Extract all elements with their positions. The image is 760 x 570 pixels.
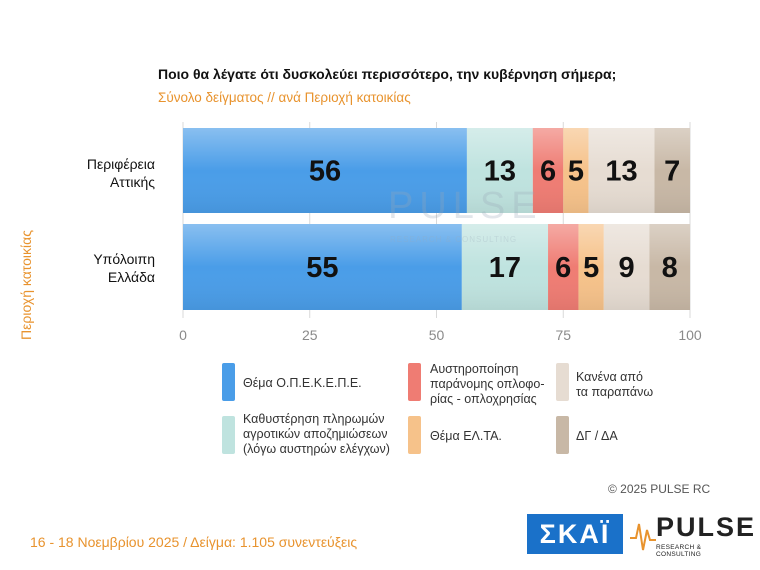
bar-value-label: 5 xyxy=(568,156,584,188)
legend-swatch xyxy=(408,363,421,401)
chart-title: Ποιο θα λέγατε ότι δυσκολεύει περισσότερ… xyxy=(158,66,617,82)
bar-segment-shade xyxy=(578,224,604,310)
skai-logo: ΣΚΑΪ xyxy=(527,514,623,554)
pulse-logo: PULSE RESEARCH & CONSULTING xyxy=(630,512,754,558)
legend-label: Κανένα από τα παραπάνω xyxy=(576,370,654,399)
bar-segment-shade xyxy=(588,128,655,213)
x-tick-label: 25 xyxy=(302,327,318,343)
pulse-logo-text: PULSE xyxy=(656,512,757,542)
legend-swatch xyxy=(222,416,235,454)
pulse-logo-subtext: RESEARCH & CONSULTING xyxy=(656,544,702,558)
bar-value-label: 8 xyxy=(662,252,678,284)
x-tick-label: 50 xyxy=(429,327,445,343)
category-label-rest-of-greece: Υπόλοιπη Ελλάδα xyxy=(93,251,155,285)
bar-value-label: 7 xyxy=(664,156,680,188)
bar-segment-shade xyxy=(548,224,579,310)
bar-segment-shade xyxy=(183,128,467,213)
bar-segment-shade xyxy=(563,128,589,213)
legend-label: Καθυστέρηση πληρωμών αγροτικών αποζημιώσε… xyxy=(243,412,390,456)
bar-value-label: 6 xyxy=(540,156,556,188)
legend-swatch xyxy=(556,363,569,401)
bar-segment-shade xyxy=(183,224,462,310)
bar-segment-shade xyxy=(654,128,690,213)
bar-value-label: 5 xyxy=(583,252,599,284)
bar-value-label: 13 xyxy=(484,156,516,188)
bar-value-label: 6 xyxy=(555,252,571,284)
bar-segment-shade xyxy=(603,224,650,310)
legend-label: Θέμα ΕΛ.ΤΑ. xyxy=(430,429,502,443)
bar-value-label: 56 xyxy=(309,156,341,188)
legend-swatch xyxy=(222,363,235,401)
legend-label: ΔΓ / ΔΑ xyxy=(576,429,618,443)
survey-footer: 16 - 18 Νοεμβρίου 2025 / Δείγμα: 1.105 σ… xyxy=(30,534,358,550)
legend-swatch xyxy=(408,416,421,454)
watermark-text: PULSE xyxy=(388,185,543,227)
stacked-bar-chart: PULSE RESEARCH & CONSULTING 0 25 50 75 10056… xyxy=(179,122,702,343)
watermark-subtext: RESEARCH & CONSULTING xyxy=(390,235,517,244)
bar-value-label: 55 xyxy=(306,252,338,284)
bar-segment-shade xyxy=(466,128,533,213)
copyright-text: © 2025 PULSE RC xyxy=(608,482,711,496)
bar-segment-shade xyxy=(532,128,564,213)
bar-value-label: 9 xyxy=(619,252,635,284)
bar-segment-shade xyxy=(649,224,690,310)
pulse-wave-icon xyxy=(630,523,656,551)
legend-swatch xyxy=(556,416,569,454)
x-tick-label: 75 xyxy=(555,327,571,343)
bar-segment-shade xyxy=(461,224,549,310)
bar-value-label: 17 xyxy=(489,252,521,284)
legend-label: Αυστηροποίηση παράνομης οπλοφο-ρίας - οπλ… xyxy=(430,362,545,406)
x-tick-label: 0 xyxy=(179,327,187,343)
bar-value-label: 13 xyxy=(605,156,637,188)
legend-label: Θέμα Ο.Π.Ε.Κ.Ε.Π.Ε. xyxy=(243,376,362,390)
category-label-attica: Περιφέρεια Αττικής xyxy=(86,156,155,190)
chart-subtitle: Σύνολο δείγματος // ανά Περιοχή κατοικία… xyxy=(158,90,411,105)
x-tick-label: 100 xyxy=(678,327,702,343)
